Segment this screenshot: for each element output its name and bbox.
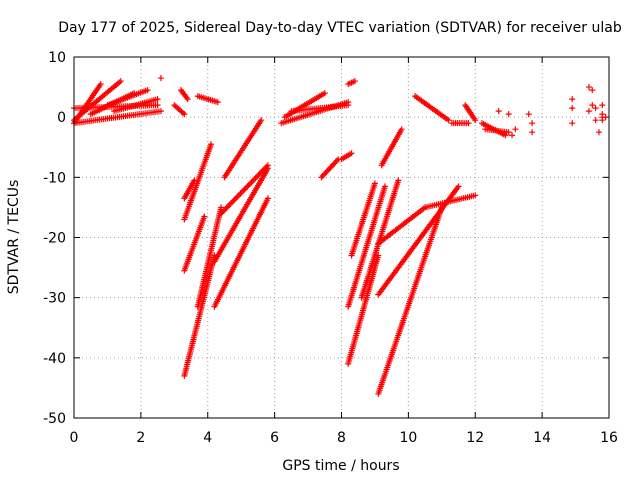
data-point: [321, 90, 328, 97]
data-point: [345, 102, 352, 109]
data-point: [240, 187, 247, 194]
data-point: [398, 126, 405, 133]
data-point: [97, 81, 104, 88]
data-points: [71, 75, 609, 397]
data-point: [117, 78, 124, 85]
data-point: [438, 204, 445, 211]
data-point: [333, 157, 340, 164]
data-point: [509, 132, 516, 139]
x-tick-label: 10: [399, 430, 417, 446]
data-point: [512, 126, 519, 133]
data-point: [252, 175, 259, 182]
data-point: [592, 117, 599, 124]
data-point: [237, 190, 244, 197]
data-point: [264, 195, 271, 202]
data-point: [229, 199, 236, 206]
data-point: [157, 108, 164, 115]
x-tick-label: 4: [203, 430, 212, 446]
x-tick-label: 2: [136, 430, 145, 446]
data-point: [569, 105, 576, 112]
y-tick-label: -40: [43, 351, 66, 367]
data-point: [245, 182, 252, 189]
data-point: [595, 129, 602, 136]
data-point: [238, 189, 245, 196]
data-point: [227, 200, 234, 207]
data-point: [569, 96, 576, 103]
x-tick-label: 0: [70, 430, 79, 446]
data-point: [371, 180, 378, 187]
data-point: [592, 105, 599, 112]
data-point: [599, 102, 606, 109]
x-tick-label: 14: [533, 430, 551, 446]
data-point: [144, 87, 151, 94]
data-point: [381, 183, 388, 190]
data-point: [242, 184, 249, 191]
data-point: [225, 203, 232, 210]
y-tick-label: 0: [57, 110, 66, 126]
data-point: [589, 87, 596, 94]
y-tick-label: -20: [43, 231, 66, 247]
chart-title: Day 177 of 2025, Sidereal Day-to-day VTE…: [58, 20, 622, 36]
data-point: [233, 194, 240, 201]
data-point: [244, 183, 251, 190]
data-point: [585, 108, 592, 115]
data-point: [248, 179, 255, 186]
plot-frame: [73, 56, 610, 419]
data-point: [525, 111, 532, 118]
data-point: [201, 213, 208, 220]
data-point: [154, 96, 161, 103]
x-tick-label: 16: [600, 430, 618, 446]
y-tick-label: -10: [43, 170, 66, 186]
axis-ticks: 0 2 4 6 8 10 12 14 16 10 0 -10 -20 -30 -40 -50: [43, 50, 618, 446]
data-point: [208, 141, 215, 148]
data-point: [264, 162, 271, 169]
data-point: [154, 102, 161, 109]
data-point: [214, 99, 221, 106]
data-point: [495, 108, 502, 115]
data-point: [184, 96, 191, 103]
data-point: [472, 192, 479, 199]
data-point: [226, 201, 233, 208]
data-point: [602, 114, 609, 121]
data-point: [348, 150, 355, 157]
data-point: [218, 204, 225, 211]
x-tick-label: 8: [337, 430, 346, 446]
data-point: [251, 176, 258, 183]
y-axis-label: SDTVAR / TECUs: [6, 180, 22, 295]
data-point: [529, 129, 536, 136]
data-point: [258, 117, 265, 124]
data-point: [505, 129, 512, 136]
data-point: [395, 177, 402, 184]
data-point: [247, 180, 254, 187]
x-axis-label: GPS time / hours: [282, 458, 399, 474]
data-point: [465, 120, 472, 127]
data-point: [455, 183, 462, 190]
data-point: [529, 120, 536, 127]
data-point: [505, 111, 512, 118]
data-point: [181, 111, 188, 118]
data-point: [599, 117, 606, 124]
data-point: [230, 197, 237, 204]
x-tick-label: 12: [466, 430, 484, 446]
y-tick-label: -50: [43, 411, 66, 427]
data-point: [585, 84, 592, 91]
data-point: [157, 75, 164, 82]
data-point: [231, 196, 238, 203]
data-point: [234, 193, 241, 200]
data-point: [249, 177, 256, 184]
data-point: [351, 78, 358, 85]
data-point: [223, 204, 230, 211]
data-point: [236, 192, 243, 199]
data-point: [241, 186, 248, 193]
y-tick-label: 10: [48, 50, 66, 66]
data-point: [472, 117, 479, 124]
x-tick-label: 6: [270, 430, 279, 446]
y-tick-label: -30: [43, 291, 66, 307]
data-point: [445, 117, 452, 124]
data-point: [589, 102, 596, 109]
data-point: [569, 120, 576, 127]
